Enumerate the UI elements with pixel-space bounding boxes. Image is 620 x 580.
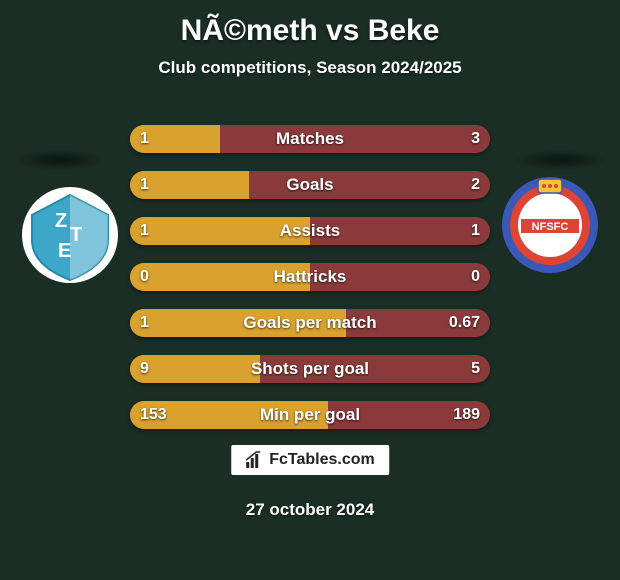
stat-row: 9Shots per goal5 — [130, 355, 490, 383]
stats-panel: 1Matches31Goals21Assists10Hattricks01Goa… — [130, 125, 490, 447]
stat-label: Goals per match — [130, 309, 490, 337]
stat-label: Assists — [130, 217, 490, 245]
stat-row: 1Assists1 — [130, 217, 490, 245]
page-title: NÃ©meth vs Beke — [0, 0, 620, 48]
stat-right-value: 1 — [471, 217, 480, 245]
stat-row: 1Matches3 — [130, 125, 490, 153]
stat-label: Min per goal — [130, 401, 490, 429]
stat-right-value: 189 — [453, 401, 480, 429]
chart-icon — [245, 451, 263, 469]
svg-text:E: E — [58, 240, 71, 262]
stat-label: Hattricks — [130, 263, 490, 291]
logo-shadow-right — [513, 150, 608, 170]
svg-text:T: T — [70, 224, 82, 246]
stat-right-value: 2 — [471, 171, 480, 199]
svg-text:NFSFC: NFSFC — [532, 221, 569, 233]
stat-row: 1Goals2 — [130, 171, 490, 199]
watermark: FcTables.com — [231, 445, 389, 475]
stat-right-value: 5 — [471, 355, 480, 383]
watermark-text: FcTables.com — [269, 451, 375, 469]
stat-right-value: 3 — [471, 125, 480, 153]
stat-label: Matches — [130, 125, 490, 153]
svg-text:Z: Z — [55, 210, 67, 232]
team-left-logo: Z T E — [20, 185, 120, 285]
stat-row: 153Min per goal189 — [130, 401, 490, 429]
date-text: 27 october 2024 — [0, 500, 620, 520]
subtitle: Club competitions, Season 2024/2025 — [0, 58, 620, 78]
stat-row: 1Goals per match0.67 — [130, 309, 490, 337]
stat-label: Goals — [130, 171, 490, 199]
stat-right-value: 0 — [471, 263, 480, 291]
stat-row: 0Hattricks0 — [130, 263, 490, 291]
stat-label: Shots per goal — [130, 355, 490, 383]
team-right-logo: NFSFC — [500, 175, 600, 275]
stat-right-value: 0.67 — [449, 309, 480, 337]
logo-shadow-left — [12, 150, 107, 170]
